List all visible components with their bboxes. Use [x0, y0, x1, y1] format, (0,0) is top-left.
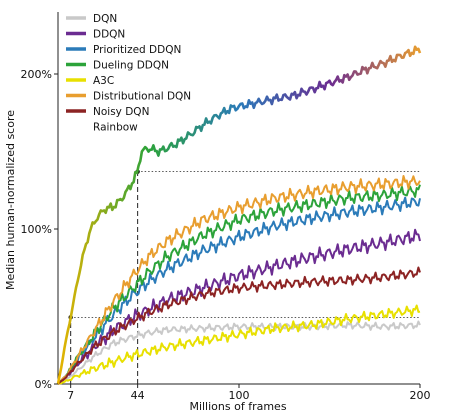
y-tick-label: 200%	[21, 68, 52, 81]
legend-label-dqn: DQN	[93, 13, 117, 25]
series-line-ddqn	[57, 228, 421, 385]
legend-label-distributional-dqn: Distributional DQN	[93, 91, 191, 103]
series-lines	[56, 45, 422, 385]
legend: DQN DDQN Prioritized DDQN Dueling DDQN A3C Di…	[66, 13, 191, 134]
legend-label-rainbow: Rainbow	[93, 122, 138, 134]
x-tick-label: 200	[410, 389, 431, 402]
legend-label-prioritized-ddqn: Prioritized DDQN	[93, 44, 181, 56]
x-ticks: 7 44 100 200	[67, 384, 431, 402]
legend-label-noisy-dqn: Noisy DQN	[93, 106, 149, 118]
series-line-distributional-dqn	[57, 175, 421, 385]
series-line-rainbow	[56, 45, 422, 385]
y-axis-label: Median human-normalized score	[4, 110, 17, 290]
legend-label-dueling-ddqn: Dueling DDQN	[93, 60, 169, 72]
y-tick-label: 0%	[35, 378, 52, 391]
series-line-dqn	[57, 320, 421, 385]
legend-label-a3c: A3C	[93, 75, 114, 87]
series-line-dueling-ddqn	[57, 184, 421, 385]
series-line-noisy-dqn	[57, 266, 421, 385]
series-line-a3c	[57, 304, 421, 385]
y-ticks: 0% 100% 200%	[21, 68, 58, 391]
legend-label-ddqn: DDQN	[93, 29, 125, 41]
y-tick-label: 100%	[21, 223, 52, 236]
x-axis-label: Millions of frames	[189, 400, 286, 413]
x-tick-label: 100	[229, 389, 250, 402]
plot-area: 7 44 100 200 0% 100% 200%	[21, 12, 431, 402]
x-tick-label: 7	[67, 389, 74, 402]
x-tick-label: 44	[131, 389, 145, 402]
